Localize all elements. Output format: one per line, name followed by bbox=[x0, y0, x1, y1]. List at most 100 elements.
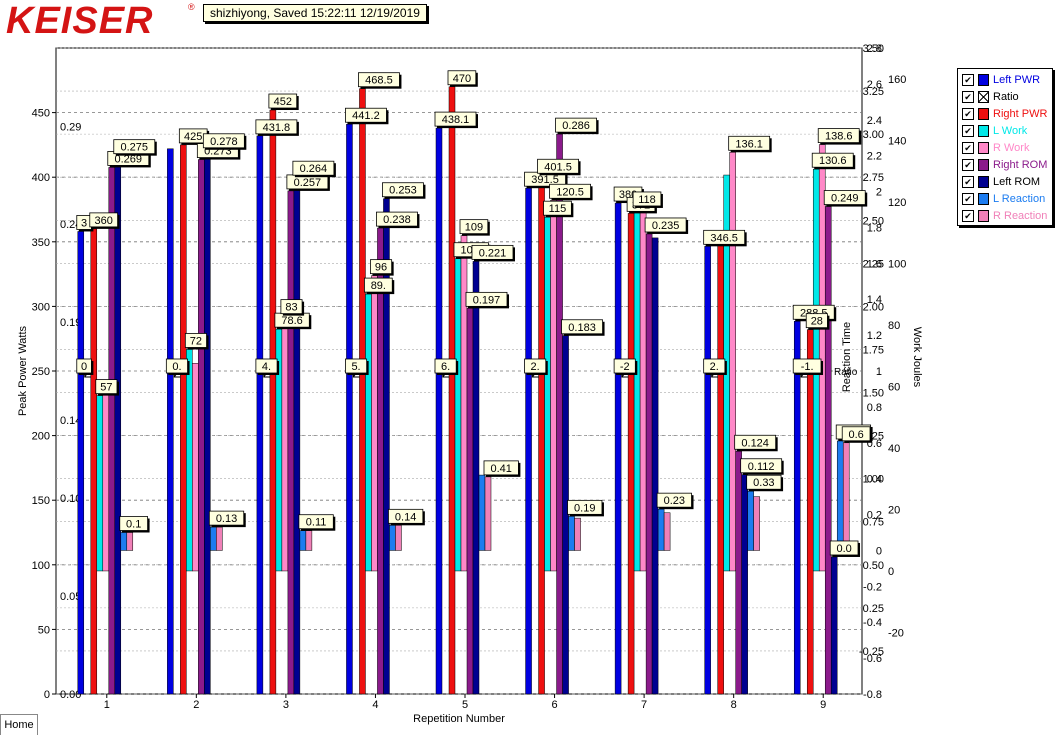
svg-text:0.278: 0.278 bbox=[210, 136, 238, 148]
svg-text:72: 72 bbox=[190, 335, 202, 347]
reaction-tick-label: 0 bbox=[876, 545, 882, 557]
bar-right-pwr bbox=[180, 144, 187, 695]
legend-checkbox[interactable]: ✔ bbox=[962, 159, 974, 171]
bar-r-work bbox=[102, 389, 110, 572]
bar-right-rom bbox=[198, 159, 205, 695]
legend-item-r-reaction[interactable]: ✔ R Reaction bbox=[962, 208, 1047, 224]
data-label: -1. bbox=[792, 358, 824, 375]
data-label: 0.257 bbox=[286, 174, 330, 191]
bar-left-pwr bbox=[704, 246, 711, 695]
svg-text:6.: 6. bbox=[441, 361, 450, 373]
data-label: 0.221 bbox=[471, 244, 515, 262]
data-label: 0.124 bbox=[734, 434, 778, 452]
bar-r-work bbox=[818, 144, 826, 572]
bar-l-reaction bbox=[836, 440, 844, 551]
data-label: 0.6 bbox=[841, 426, 873, 443]
svg-text:452: 452 bbox=[274, 96, 292, 108]
legend-checkbox[interactable]: ✔ bbox=[962, 91, 974, 103]
bar-left-rom bbox=[651, 237, 659, 695]
legend-item-r-work[interactable]: ✔ R Work bbox=[962, 140, 1029, 156]
data-label: 0.183 bbox=[561, 319, 605, 336]
y-axis-label: Peak Power Watts bbox=[17, 325, 29, 416]
bar-right-rom bbox=[108, 167, 116, 695]
rom-tick-label: 1.00 bbox=[863, 474, 884, 486]
work-tick-label: -20 bbox=[888, 627, 904, 639]
work-tick-label: 0 bbox=[888, 566, 894, 578]
data-label: 401.5 bbox=[537, 158, 581, 176]
svg-text:0.19: 0.19 bbox=[574, 502, 595, 514]
data-label: 0.19 bbox=[567, 499, 604, 517]
legend-item-ratio[interactable]: ✔ Ratio bbox=[962, 89, 1019, 105]
data-label: 0.1 bbox=[119, 516, 150, 533]
reaction-tick-label: 2.4 bbox=[867, 115, 882, 127]
tab-home[interactable]: Home bbox=[0, 714, 38, 735]
bar-right-rom bbox=[466, 308, 474, 695]
rom-tick-label: 0.25 bbox=[863, 603, 884, 615]
ratio-tick-label: 0.05 bbox=[60, 591, 81, 603]
y-tick-label: 350 bbox=[32, 237, 50, 249]
data-label: 452 bbox=[268, 93, 299, 111]
x-tick-label: 6 bbox=[551, 699, 557, 711]
svg-text:4.: 4. bbox=[262, 361, 271, 373]
svg-text:470: 470 bbox=[453, 73, 471, 85]
data-label: 109 bbox=[459, 219, 490, 236]
svg-text:0.11: 0.11 bbox=[306, 517, 327, 529]
bar-l-reaction bbox=[657, 508, 665, 551]
legend-item-right-rom[interactable]: ✔ Right ROM bbox=[962, 157, 1047, 173]
legend-item-l-reaction[interactable]: ✔ L Reaction bbox=[962, 191, 1045, 207]
svg-text:130.6: 130.6 bbox=[819, 155, 847, 167]
legend-checkbox[interactable]: ✔ bbox=[962, 125, 974, 137]
legend-checkbox[interactable]: ✔ bbox=[962, 193, 974, 205]
legend-swatch bbox=[978, 210, 989, 222]
bar-r-reaction bbox=[484, 476, 492, 551]
data-label: 0.249 bbox=[823, 190, 868, 207]
x-tick-label: 1 bbox=[104, 699, 110, 711]
svg-text:0.286: 0.286 bbox=[562, 120, 590, 132]
data-label: 0.11 bbox=[298, 514, 336, 531]
legend-item-left-rom[interactable]: ✔ Left ROM bbox=[962, 174, 1040, 190]
data-label: 0 bbox=[76, 358, 94, 375]
y-tick-label: 0 bbox=[44, 689, 50, 701]
legend-swatch bbox=[978, 125, 989, 137]
y-tick-label: 450 bbox=[32, 108, 50, 120]
legend-item-l-work[interactable]: ✔ L Work bbox=[962, 123, 1027, 139]
rom-tick-label: -0.25 bbox=[859, 646, 884, 658]
legend-checkbox[interactable]: ✔ bbox=[962, 74, 974, 86]
data-label: 2. bbox=[703, 358, 727, 375]
rom-tick-label: 1.75 bbox=[863, 344, 884, 356]
svg-text:0.253: 0.253 bbox=[389, 185, 417, 197]
work-axis-label: Work Joules bbox=[911, 327, 923, 388]
svg-text:0.0: 0.0 bbox=[836, 543, 851, 555]
svg-text:0.112: 0.112 bbox=[748, 461, 775, 473]
work-tick-label: 60 bbox=[888, 381, 900, 393]
bar-left-pwr bbox=[77, 231, 85, 695]
legend-checkbox[interactable]: ✔ bbox=[962, 142, 974, 154]
svg-text:0.275: 0.275 bbox=[121, 142, 149, 154]
ratio-tick-label: 0.29 bbox=[60, 121, 81, 133]
legend-checkbox[interactable]: ✔ bbox=[962, 176, 974, 188]
legend-checkbox[interactable]: ✔ bbox=[962, 210, 974, 222]
svg-text:346.5: 346.5 bbox=[710, 232, 738, 244]
reaction-tick-label: 1.2 bbox=[867, 330, 882, 342]
bar-left-rom bbox=[830, 556, 838, 695]
svg-text:3: 3 bbox=[81, 217, 87, 229]
legend-swatch bbox=[978, 108, 989, 120]
svg-text:360: 360 bbox=[94, 215, 112, 227]
data-label: 89. bbox=[364, 277, 395, 295]
bar-r-work bbox=[729, 152, 736, 572]
bar-right-pwr bbox=[717, 233, 724, 695]
rom-tick-label: 2.75 bbox=[863, 172, 884, 184]
bar-left-pwr bbox=[614, 202, 622, 695]
bar-r-reaction bbox=[216, 526, 223, 551]
rom-tick-label: 3.00 bbox=[863, 129, 884, 141]
bar-l-work bbox=[454, 258, 462, 572]
x-tick-label: 8 bbox=[731, 699, 737, 711]
rom-tick-label: 0.75 bbox=[863, 517, 884, 529]
svg-text:0.221: 0.221 bbox=[479, 247, 507, 259]
svg-text:441.2: 441.2 bbox=[352, 110, 380, 122]
bar-right-pwr bbox=[538, 175, 545, 695]
legend-item-right-pwr[interactable]: ✔ Right PWR bbox=[962, 106, 1047, 122]
legend-checkbox[interactable]: ✔ bbox=[962, 108, 974, 120]
legend-item-left-pwr[interactable]: ✔ Left PWR bbox=[962, 72, 1040, 88]
